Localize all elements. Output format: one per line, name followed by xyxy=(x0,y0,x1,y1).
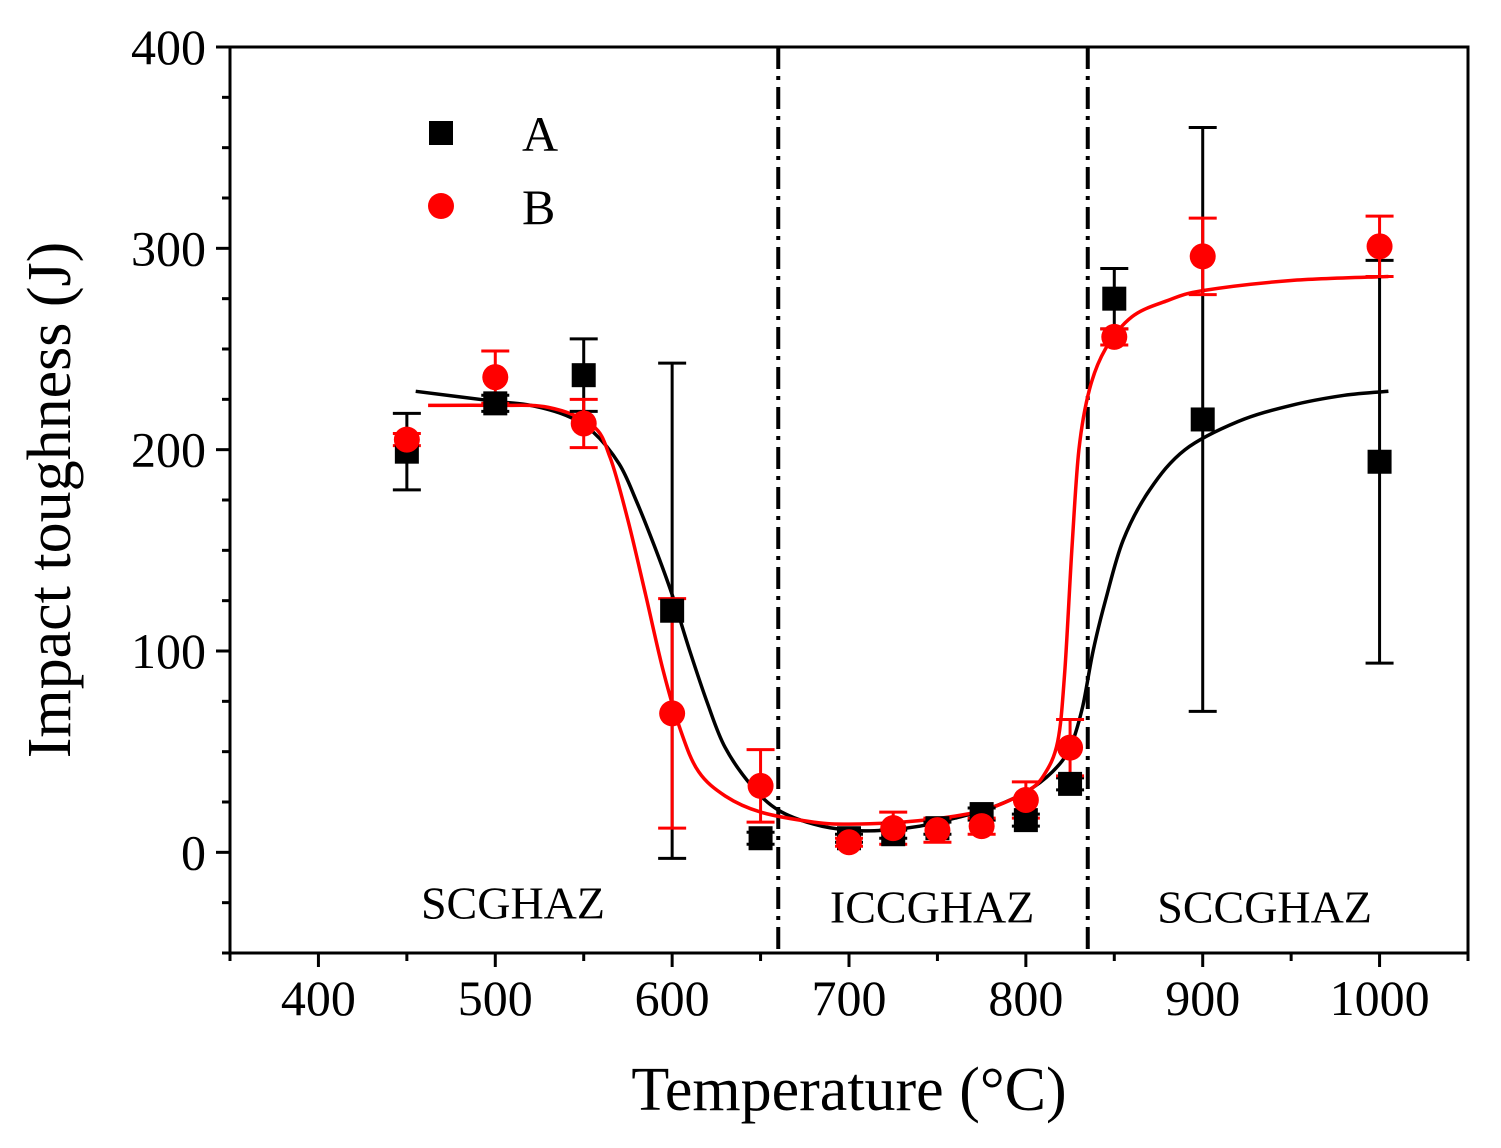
point-b-775 xyxy=(968,813,995,840)
region-divider-lines xyxy=(776,47,1090,953)
fit-curves xyxy=(415,274,1389,833)
region-label-sccghaz: SCCGHAZ xyxy=(1157,882,1372,933)
point-b-600 xyxy=(659,700,686,727)
data-points xyxy=(393,233,1393,856)
point-b-500 xyxy=(482,364,509,391)
legend: AB xyxy=(428,106,558,235)
legend-label-a: A xyxy=(522,106,558,162)
legend-item-b: B xyxy=(428,179,555,235)
region-label-scghaz: SCGHAZ xyxy=(421,878,605,929)
point-b-1000 xyxy=(1366,233,1393,260)
axis-ticks xyxy=(216,45,1470,967)
point-a-650 xyxy=(748,826,773,851)
legend-marker-square xyxy=(429,121,453,145)
fit-curve-b xyxy=(428,274,1389,826)
fit-curve-a xyxy=(415,389,1389,833)
point-b-800 xyxy=(1012,786,1039,813)
error-bars xyxy=(392,126,1394,860)
point-b-450 xyxy=(393,426,420,453)
point-a-825 xyxy=(1058,771,1083,796)
x-tick-label-400: 400 xyxy=(281,970,356,1026)
point-a-600 xyxy=(660,598,685,623)
point-b-700 xyxy=(836,829,862,856)
region-labels: SCGHAZ ICCGHAZ SCCGHAZ xyxy=(421,878,1372,933)
x-tick-label-700: 700 xyxy=(812,970,887,1026)
x-axis-title: Temperature (°C) xyxy=(631,1056,1066,1124)
legend-marker-circle xyxy=(428,193,454,219)
x-tick-label-800: 800 xyxy=(988,970,1063,1026)
x-tick-label-500: 500 xyxy=(458,970,533,1026)
point-a-500 xyxy=(483,391,508,416)
legend-item-a: A xyxy=(429,106,558,162)
y-tick-label-100: 100 xyxy=(131,623,206,679)
y-tick-label-300: 300 xyxy=(131,220,206,276)
tick-labels: 400 500 600 700 800 900 1000 0 100 200 300 400 xyxy=(131,19,1430,1026)
legend-label-b: B xyxy=(522,179,555,235)
x-tick-label-600: 600 xyxy=(635,970,710,1026)
point-a-1000 xyxy=(1367,449,1392,474)
region-label-iccghaz: ICCGHAZ xyxy=(830,882,1034,933)
point-b-550 xyxy=(570,410,597,437)
point-b-850 xyxy=(1101,323,1128,350)
point-b-900 xyxy=(1189,243,1216,270)
y-tick-label-200: 200 xyxy=(131,422,206,478)
point-a-850 xyxy=(1102,286,1127,311)
point-b-825 xyxy=(1057,734,1084,761)
point-a-900 xyxy=(1190,407,1215,432)
point-b-650 xyxy=(747,772,774,799)
y-tick-label-400: 400 xyxy=(131,19,206,75)
plot-frame xyxy=(228,45,1470,955)
point-b-750 xyxy=(924,817,951,844)
point-a-550 xyxy=(571,363,596,388)
point-b-725 xyxy=(880,815,907,842)
y-tick-label-0: 0 xyxy=(181,824,206,880)
x-tick-label-1000: 1000 xyxy=(1330,970,1430,1026)
y-axis-title: Impact toughness (J) xyxy=(16,242,84,759)
x-tick-label-900: 900 xyxy=(1165,970,1240,1026)
